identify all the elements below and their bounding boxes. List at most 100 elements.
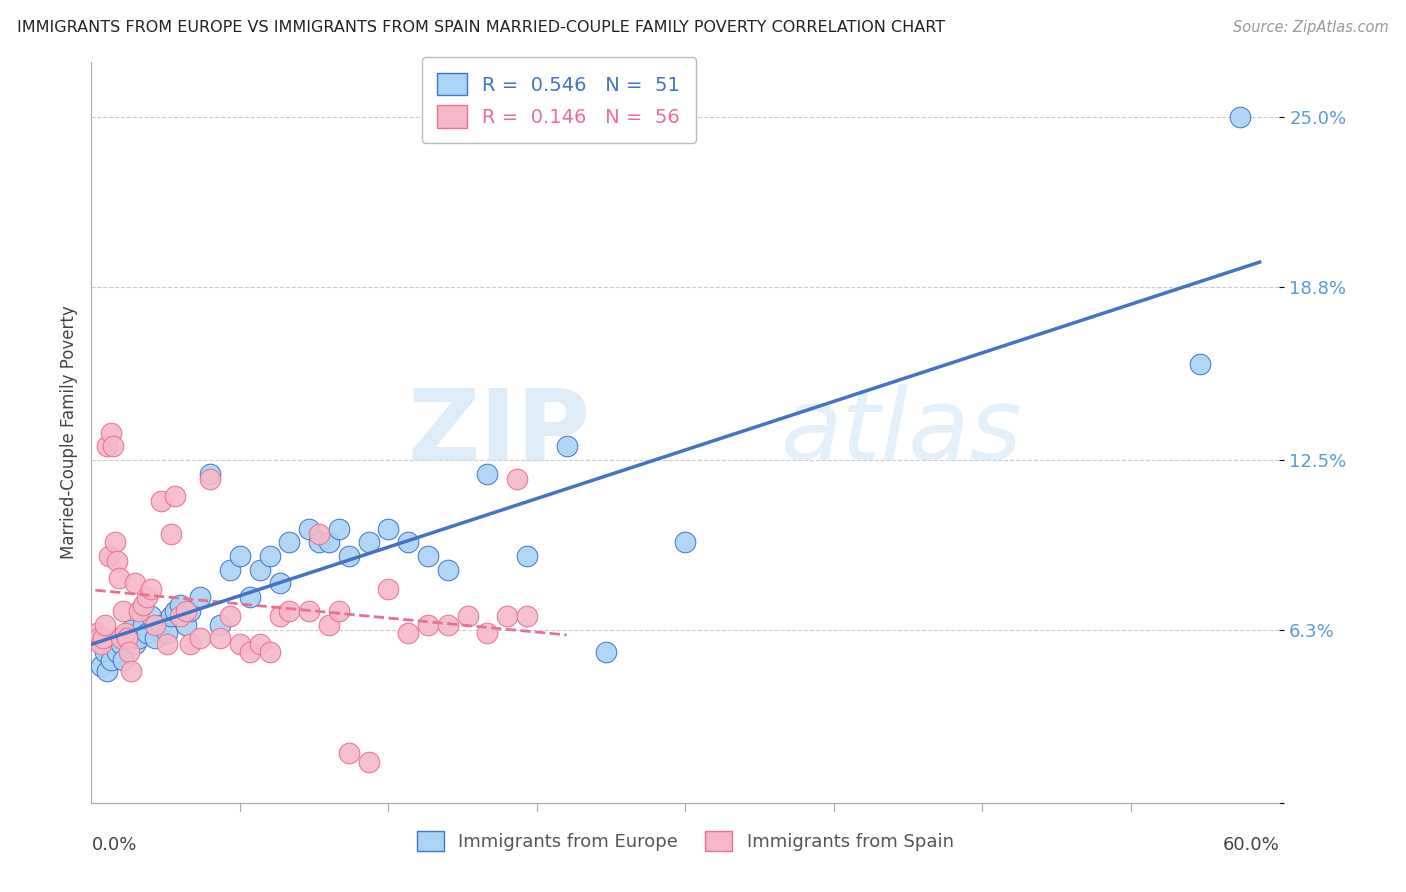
Point bbox=[128, 604, 150, 618]
Point bbox=[96, 664, 118, 678]
Point bbox=[555, 439, 578, 453]
Point bbox=[104, 637, 127, 651]
Point bbox=[115, 632, 138, 646]
Point bbox=[416, 549, 439, 563]
Point bbox=[105, 554, 128, 568]
Point bbox=[176, 617, 198, 632]
Point bbox=[337, 549, 360, 563]
Point bbox=[595, 645, 617, 659]
Point bbox=[308, 527, 330, 541]
Point bbox=[159, 527, 181, 541]
Point bbox=[328, 604, 350, 618]
Point bbox=[1189, 357, 1212, 371]
Point bbox=[143, 617, 166, 632]
Point bbox=[156, 637, 179, 651]
Point bbox=[209, 617, 232, 632]
Legend: Immigrants from Europe, Immigrants from Spain: Immigrants from Europe, Immigrants from … bbox=[408, 822, 963, 861]
Point bbox=[110, 637, 132, 651]
Point bbox=[139, 609, 162, 624]
Point bbox=[104, 535, 127, 549]
Point bbox=[112, 604, 135, 618]
Point bbox=[259, 549, 281, 563]
Point bbox=[506, 472, 529, 486]
Point bbox=[259, 645, 281, 659]
Point bbox=[179, 604, 201, 618]
Point bbox=[357, 755, 380, 769]
Point bbox=[149, 617, 172, 632]
Point bbox=[108, 571, 131, 585]
Point bbox=[239, 645, 262, 659]
Point bbox=[156, 625, 179, 640]
Text: IMMIGRANTS FROM EUROPE VS IMMIGRANTS FROM SPAIN MARRIED-COUPLE FAMILY POVERTY CO: IMMIGRANTS FROM EUROPE VS IMMIGRANTS FRO… bbox=[17, 20, 945, 35]
Point bbox=[94, 617, 117, 632]
Point bbox=[337, 747, 360, 761]
Point bbox=[377, 582, 399, 596]
Point bbox=[457, 609, 479, 624]
Point bbox=[132, 599, 155, 613]
Point bbox=[128, 632, 150, 646]
Point bbox=[477, 467, 499, 481]
Point bbox=[188, 632, 211, 646]
Point bbox=[112, 653, 135, 667]
Point bbox=[278, 535, 301, 549]
Point bbox=[90, 658, 112, 673]
Text: 60.0%: 60.0% bbox=[1223, 836, 1279, 855]
Point bbox=[318, 535, 340, 549]
Point bbox=[200, 467, 222, 481]
Point bbox=[176, 604, 198, 618]
Point bbox=[169, 599, 191, 613]
Point bbox=[86, 625, 108, 640]
Point bbox=[357, 535, 380, 549]
Point bbox=[219, 609, 242, 624]
Point bbox=[673, 535, 696, 549]
Point bbox=[239, 590, 262, 604]
Point bbox=[120, 664, 142, 678]
Point bbox=[496, 609, 519, 624]
Point bbox=[188, 590, 211, 604]
Point bbox=[105, 645, 128, 659]
Point bbox=[91, 632, 114, 646]
Point bbox=[108, 632, 131, 646]
Point bbox=[200, 472, 222, 486]
Text: ZIP: ZIP bbox=[408, 384, 591, 481]
Point bbox=[436, 563, 458, 577]
Point bbox=[169, 609, 191, 624]
Point bbox=[135, 625, 157, 640]
Point bbox=[229, 549, 252, 563]
Point bbox=[100, 425, 122, 440]
Point bbox=[298, 604, 321, 618]
Point bbox=[132, 617, 155, 632]
Point bbox=[135, 590, 157, 604]
Point bbox=[100, 653, 122, 667]
Point bbox=[96, 439, 118, 453]
Point bbox=[318, 617, 340, 632]
Point bbox=[477, 625, 499, 640]
Point bbox=[377, 522, 399, 536]
Point bbox=[149, 494, 172, 508]
Point bbox=[416, 617, 439, 632]
Point bbox=[118, 645, 141, 659]
Point bbox=[436, 617, 458, 632]
Point bbox=[396, 625, 419, 640]
Point bbox=[229, 637, 252, 651]
Point bbox=[139, 582, 162, 596]
Point bbox=[396, 535, 419, 549]
Point bbox=[516, 609, 538, 624]
Point bbox=[219, 563, 242, 577]
Point bbox=[249, 637, 271, 651]
Text: 0.0%: 0.0% bbox=[91, 836, 136, 855]
Point bbox=[115, 632, 138, 646]
Point bbox=[124, 576, 146, 591]
Point bbox=[98, 549, 121, 563]
Point bbox=[298, 522, 321, 536]
Point bbox=[249, 563, 271, 577]
Point bbox=[209, 632, 232, 646]
Point bbox=[110, 632, 132, 646]
Point bbox=[114, 625, 136, 640]
Point bbox=[101, 439, 124, 453]
Point bbox=[269, 609, 291, 624]
Point bbox=[278, 604, 301, 618]
Point bbox=[143, 632, 166, 646]
Point bbox=[159, 609, 181, 624]
Point bbox=[269, 576, 291, 591]
